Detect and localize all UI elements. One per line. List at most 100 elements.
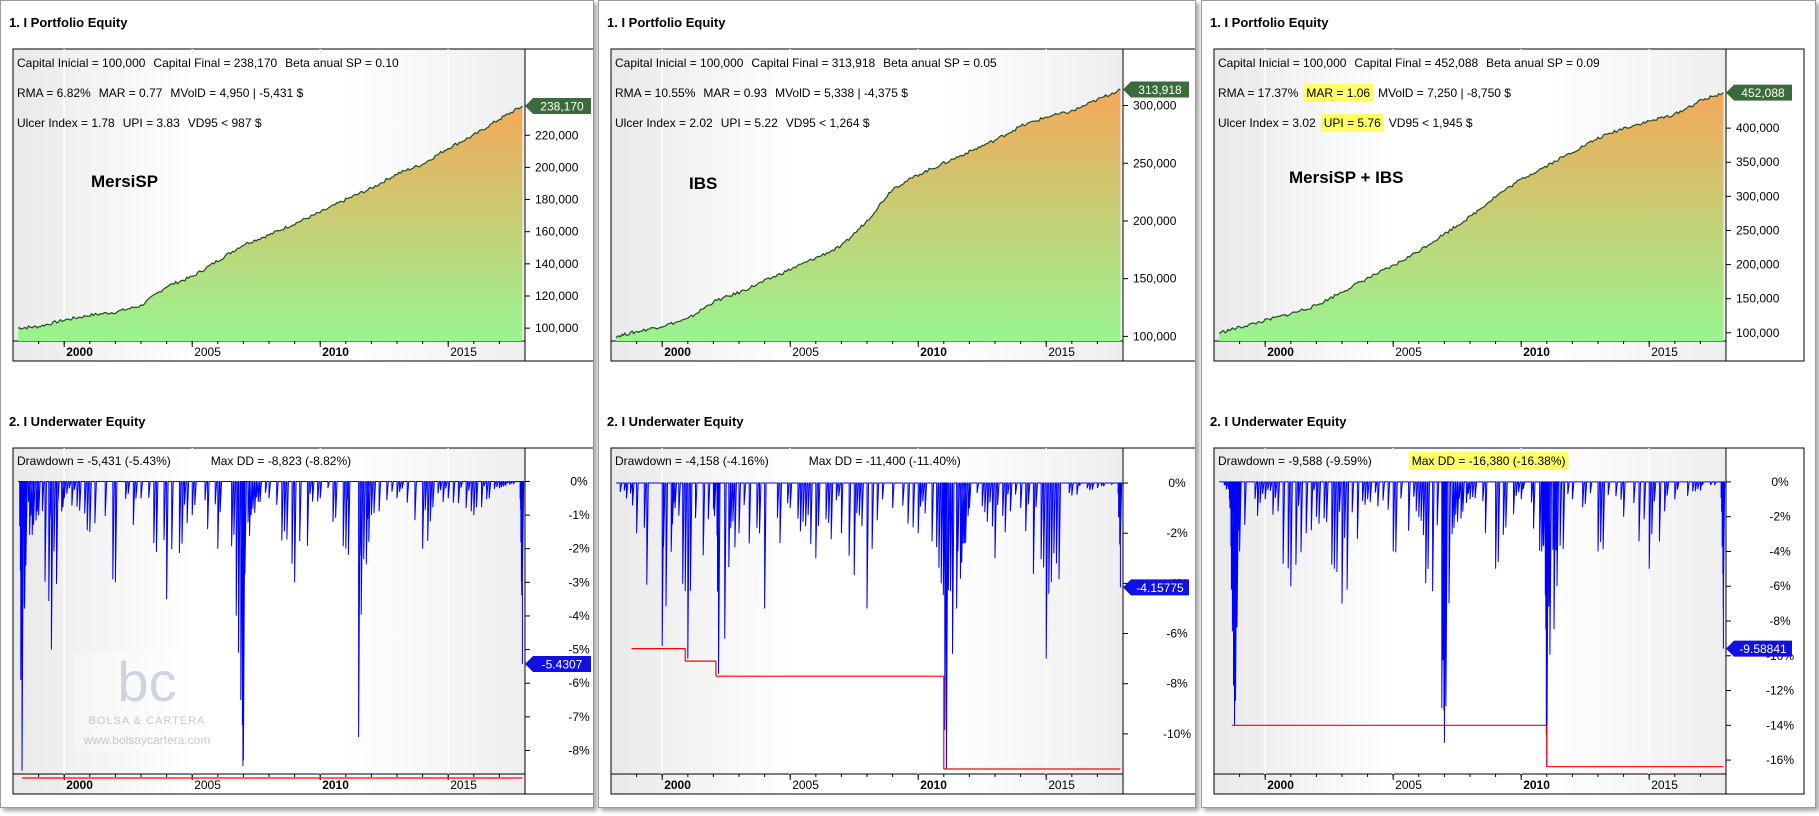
equity-area: [1219, 92, 1724, 341]
x-tick-label: 2005: [1395, 345, 1422, 359]
panel-2-charts: 2000 2005 2010 2015 100,000 150,000 200,000 250…: [610, 48, 1195, 795]
x-tick-label: 2000: [664, 778, 691, 792]
y-tick-label: 120,000: [535, 289, 579, 303]
y-tick-label: 0%: [570, 474, 588, 488]
plot-area: [12, 447, 526, 795]
x-tick-label: 2000: [664, 345, 691, 359]
y-tick-label: -1%: [568, 508, 590, 522]
underwater-chart: 20002005201020150%-2%-4%-6%-8%-10%-12%-1…: [1213, 447, 1805, 795]
y-tick-label: -8%: [568, 743, 590, 757]
underwater-last-value-tag: -5.4307: [525, 656, 591, 673]
stat-3-1: Ulcer Index = 2.02: [615, 116, 713, 130]
x-tick-label: 2005: [792, 345, 819, 359]
y-tick-label: -16%: [1766, 753, 1794, 767]
equity-line: [615, 88, 1121, 339]
stat-2-1: RMA = 6.82%: [17, 86, 91, 100]
y-tick-label: 100,000: [535, 321, 579, 335]
stat-1-1: Drawdown = -4,158 (-4.16%): [615, 454, 769, 468]
y-tick-label: 100,000: [1133, 329, 1177, 343]
y-tick-label: -8%: [1166, 677, 1188, 691]
stat-1-1: Capital Inicial = 100,000: [615, 56, 744, 70]
equity-title: 1. I Portfolio Equity: [1210, 15, 1329, 30]
stat-2-2: MAR = 1.06: [1306, 86, 1370, 100]
stat-1-3: Beta anual SP = 0.05: [883, 56, 997, 70]
panel-3-charts: 2000 2005 2010 2015 100,000 150,000 200,000 250…: [1213, 48, 1805, 795]
x-tick-label: 2015: [1651, 345, 1678, 359]
stat-2-1: RMA = 10.55%: [615, 86, 696, 100]
stat-2-3: MVolD = 4,950 | -5,431 $: [170, 86, 303, 100]
underwater-line: [616, 482, 1123, 770]
y-tick-label: -6%: [1166, 627, 1188, 641]
strategy-label: MersiSP: [91, 172, 158, 191]
stat-1-1: Drawdown = -5,431 (-5.43%): [17, 454, 171, 468]
equity-last-value-tag: 452,088: [1726, 84, 1792, 101]
y-tick-label: 100,000: [1736, 326, 1780, 340]
underwater-last-value-tag: -9.58841: [1726, 640, 1792, 657]
x-tick-label: 2015: [450, 345, 477, 359]
stat-3-2: UPI = 5.22: [721, 116, 778, 130]
equity-title: 1. I Portfolio Equity: [607, 15, 726, 30]
value-tag-label: -4.15775: [1136, 581, 1184, 595]
equity-chart: 2000 2005 2010 2015 100,000 120,000 140,000 160…: [12, 48, 593, 362]
underwater-line: [18, 481, 525, 771]
y-axis-area: [1122, 447, 1195, 795]
equity-line: [1218, 92, 1724, 334]
value-tag-label: -5.4307: [542, 658, 583, 672]
stat-1-2: Max DD = -16,380 (-16.38%): [1412, 454, 1566, 468]
x-tick-label: 2010: [1523, 345, 1550, 359]
underwater-title: 2. I Underwater Equity: [607, 414, 744, 429]
strategy-label: IBS: [689, 174, 717, 193]
y-axis-area: [524, 447, 593, 795]
equity-area: [18, 106, 523, 341]
y-tick-label: -10%: [1163, 727, 1191, 741]
x-tick-label: 2000: [66, 345, 93, 359]
y-tick-label: 180,000: [535, 193, 579, 207]
x-tick-label: 2015: [1048, 345, 1075, 359]
equity-last-value-tag: 313,918: [1123, 81, 1189, 98]
equity-area: [616, 89, 1121, 341]
y-tick-label: -5%: [568, 643, 590, 657]
value-tag-shape: [525, 98, 591, 115]
value-tag-shape: [1123, 81, 1189, 98]
y-tick-label: 0%: [1168, 476, 1186, 490]
y-tick-label: -8%: [1769, 614, 1791, 628]
value-tag-label: 452,088: [1741, 86, 1785, 100]
watermark-name: BOLSA & CARTERA: [89, 715, 206, 727]
y-tick-label: 400,000: [1736, 121, 1780, 135]
x-tick-label: 2010: [322, 778, 349, 792]
y-tick-label: 0%: [1771, 475, 1789, 489]
stat-1-1: Capital Inicial = 100,000: [1218, 56, 1347, 70]
equity-title: 1. I Portfolio Equity: [9, 15, 128, 30]
stat-1-2: Capital Final = 452,088: [1354, 56, 1478, 70]
y-axis-area: [1122, 48, 1195, 362]
y-tick-label: -2%: [568, 542, 590, 556]
stat-1-3: Beta anual SP = 0.09: [1486, 56, 1600, 70]
stat-3-2: UPI = 3.83: [123, 116, 180, 130]
value-tag-shape: [1123, 579, 1189, 596]
x-tick-label: 2000: [66, 778, 93, 792]
y-tick-label: 200,000: [1736, 258, 1780, 272]
y-tick-label: -4%: [1769, 544, 1791, 558]
stat-2-1: RMA = 17.37%: [1218, 86, 1299, 100]
watermark-logo: bc: [117, 650, 176, 713]
value-tag-shape: [1726, 84, 1792, 101]
y-tick-label: 140,000: [535, 257, 579, 271]
underwater-last-value-tag: -4.15775: [1123, 579, 1189, 596]
x-tick-label: 2005: [194, 778, 221, 792]
stat-2-3: MVolD = 7,250 | -8,750 $: [1378, 86, 1511, 100]
x-tick-label: 2000: [1267, 345, 1294, 359]
panel-1-charts: 2000 2005 2010 2015 100,000 120,000 140,000 160…: [12, 48, 593, 795]
stat-1-2: Capital Final = 238,170: [153, 56, 277, 70]
stat-3-3: VD95 < 1,945 $: [1389, 116, 1473, 130]
stat-highlight: [1320, 114, 1384, 132]
x-tick-label: 2005: [792, 778, 819, 792]
value-tag-label: 313,918: [1138, 83, 1182, 97]
y-tick-label: -2%: [1769, 510, 1791, 524]
y-tick-label: 200,000: [535, 160, 579, 174]
underwater-line: [1219, 481, 1726, 768]
equity-last-value-tag: 238,170: [525, 98, 591, 115]
y-tick-label: 300,000: [1133, 99, 1177, 113]
stat-1-2: Capital Final = 313,918: [751, 56, 875, 70]
stat-1-3: Beta anual SP = 0.10: [285, 56, 399, 70]
underwater-chart: 2000 2005 2010 2015 0% -1% -2% -3% -4% -5% -6% -7% -…: [12, 447, 593, 795]
